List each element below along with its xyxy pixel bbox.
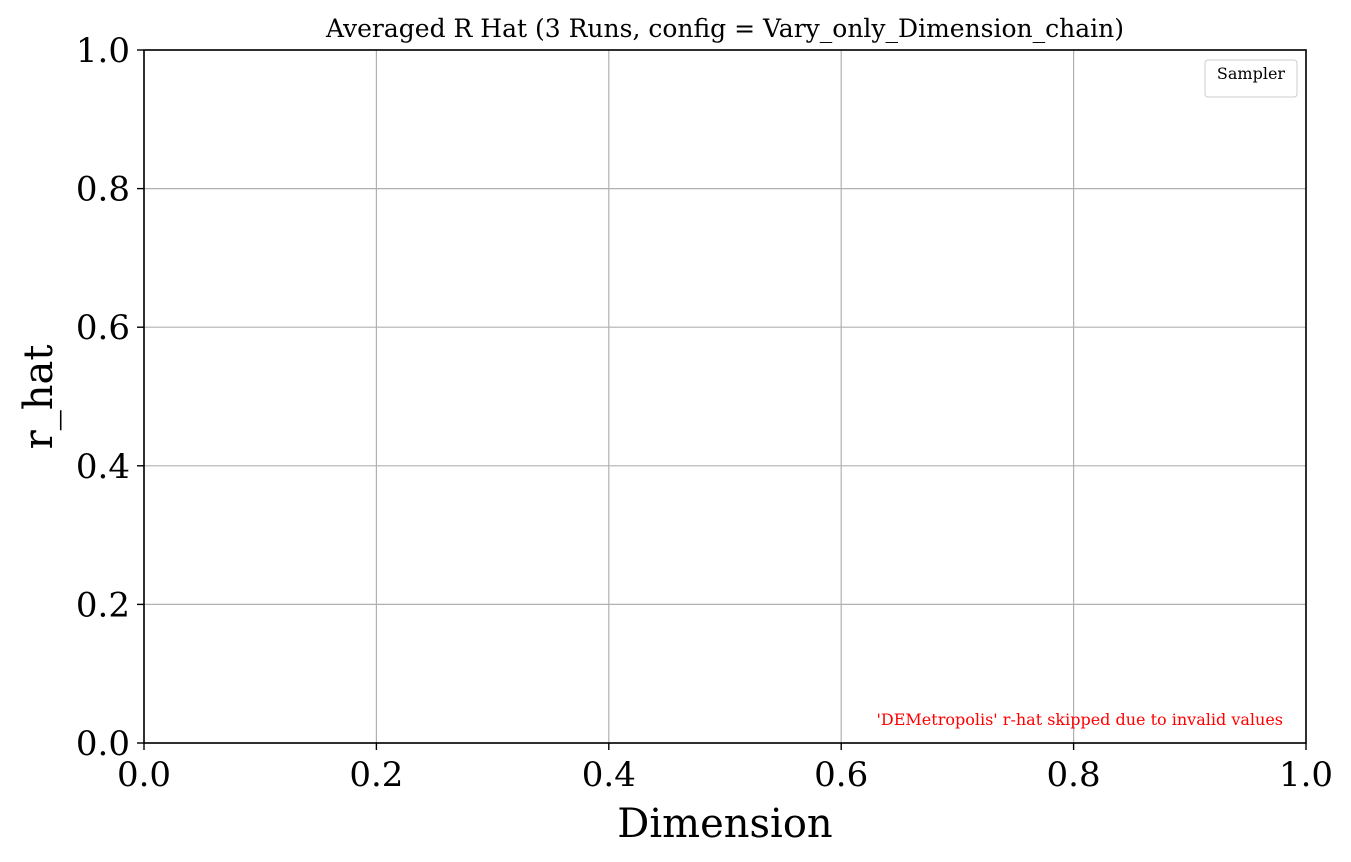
y-tick-label: 0.2 bbox=[76, 585, 130, 625]
x-tick-label: 1.0 bbox=[1279, 755, 1333, 795]
legend: Sampler bbox=[1204, 59, 1298, 98]
x-tick-label: 0.4 bbox=[582, 755, 636, 795]
x-tick-label: 0.6 bbox=[814, 755, 868, 795]
plot-area-frame bbox=[143, 49, 1307, 744]
chart-title: Averaged R Hat (3 Runs, config = Vary_on… bbox=[325, 14, 1124, 43]
skipped-sampler-note: 'DEMetropolis' r-hat skipped due to inva… bbox=[877, 710, 1283, 729]
grid-layer bbox=[143, 49, 1307, 744]
x-axis-label: Dimension bbox=[617, 801, 832, 847]
x-tick-label: 0.2 bbox=[349, 755, 403, 795]
x-tick-label: 0.8 bbox=[1047, 755, 1101, 795]
y-tick-label: 0.4 bbox=[76, 447, 130, 487]
y-tick-label: 1.0 bbox=[76, 31, 130, 71]
y-tick-label: 0.6 bbox=[76, 308, 130, 348]
legend-box bbox=[1204, 59, 1298, 98]
y-tick-label: 0.8 bbox=[76, 170, 130, 210]
x-tick-label: 0.0 bbox=[117, 755, 171, 795]
y-axis-label: r_hat bbox=[16, 345, 62, 450]
tick-layer: 0.0 0.2 0.4 0.6 0.8 1.0 0.0 0.2 0.4 0.6 0.8 1.0 bbox=[76, 31, 1333, 795]
y-tick-label: 0.0 bbox=[76, 724, 130, 764]
legend-title: Sampler bbox=[1217, 64, 1286, 83]
